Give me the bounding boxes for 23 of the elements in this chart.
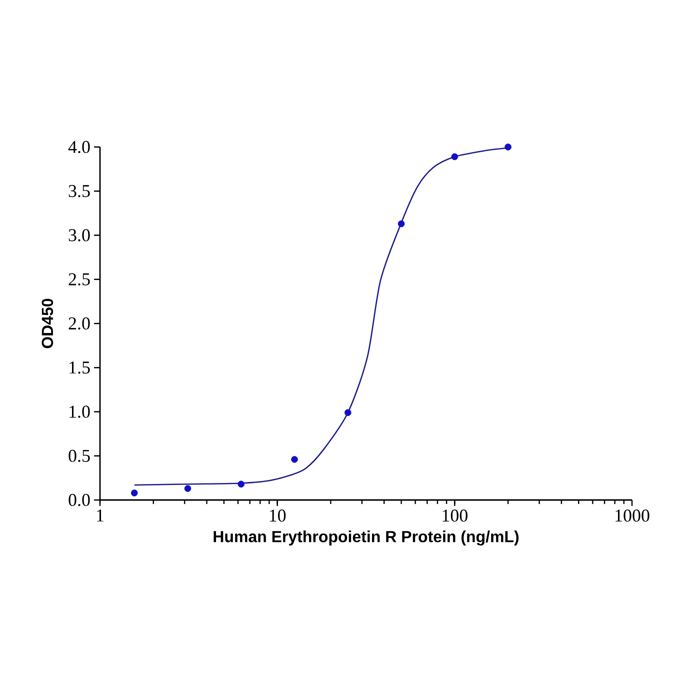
x-tick-label: 1000 — [616, 510, 650, 522]
x-tick-label: 1 — [97, 510, 104, 522]
y-tick-label: 3.5 — [68, 185, 90, 198]
point — [344, 409, 352, 416]
y-tick-label: 2.0 — [68, 317, 90, 330]
y-tick-label: 2.5 — [68, 273, 90, 286]
point — [130, 490, 138, 496]
point — [184, 485, 192, 492]
y-axis-title: OD450 — [42, 298, 54, 348]
y-tick-label: 0.5 — [68, 450, 90, 462]
y-tick-label: 1.5 — [70, 362, 90, 374]
y-tick-label: 4.0 — [68, 140, 90, 154]
x-tick-label: 100 — [442, 510, 468, 522]
y-tick-label: 1.0 — [70, 406, 90, 418]
point — [291, 456, 298, 463]
point — [398, 220, 405, 228]
x-axis-title: Human Erythropoietin R Protein (ng/mL) — [214, 530, 519, 546]
x-tick-label: 10 — [270, 510, 286, 522]
y-tick-label: 3.0 — [68, 229, 90, 242]
point — [451, 153, 458, 160]
point — [238, 480, 245, 488]
point — [504, 144, 512, 150]
y-tick-label: 0.0 — [68, 494, 90, 506]
